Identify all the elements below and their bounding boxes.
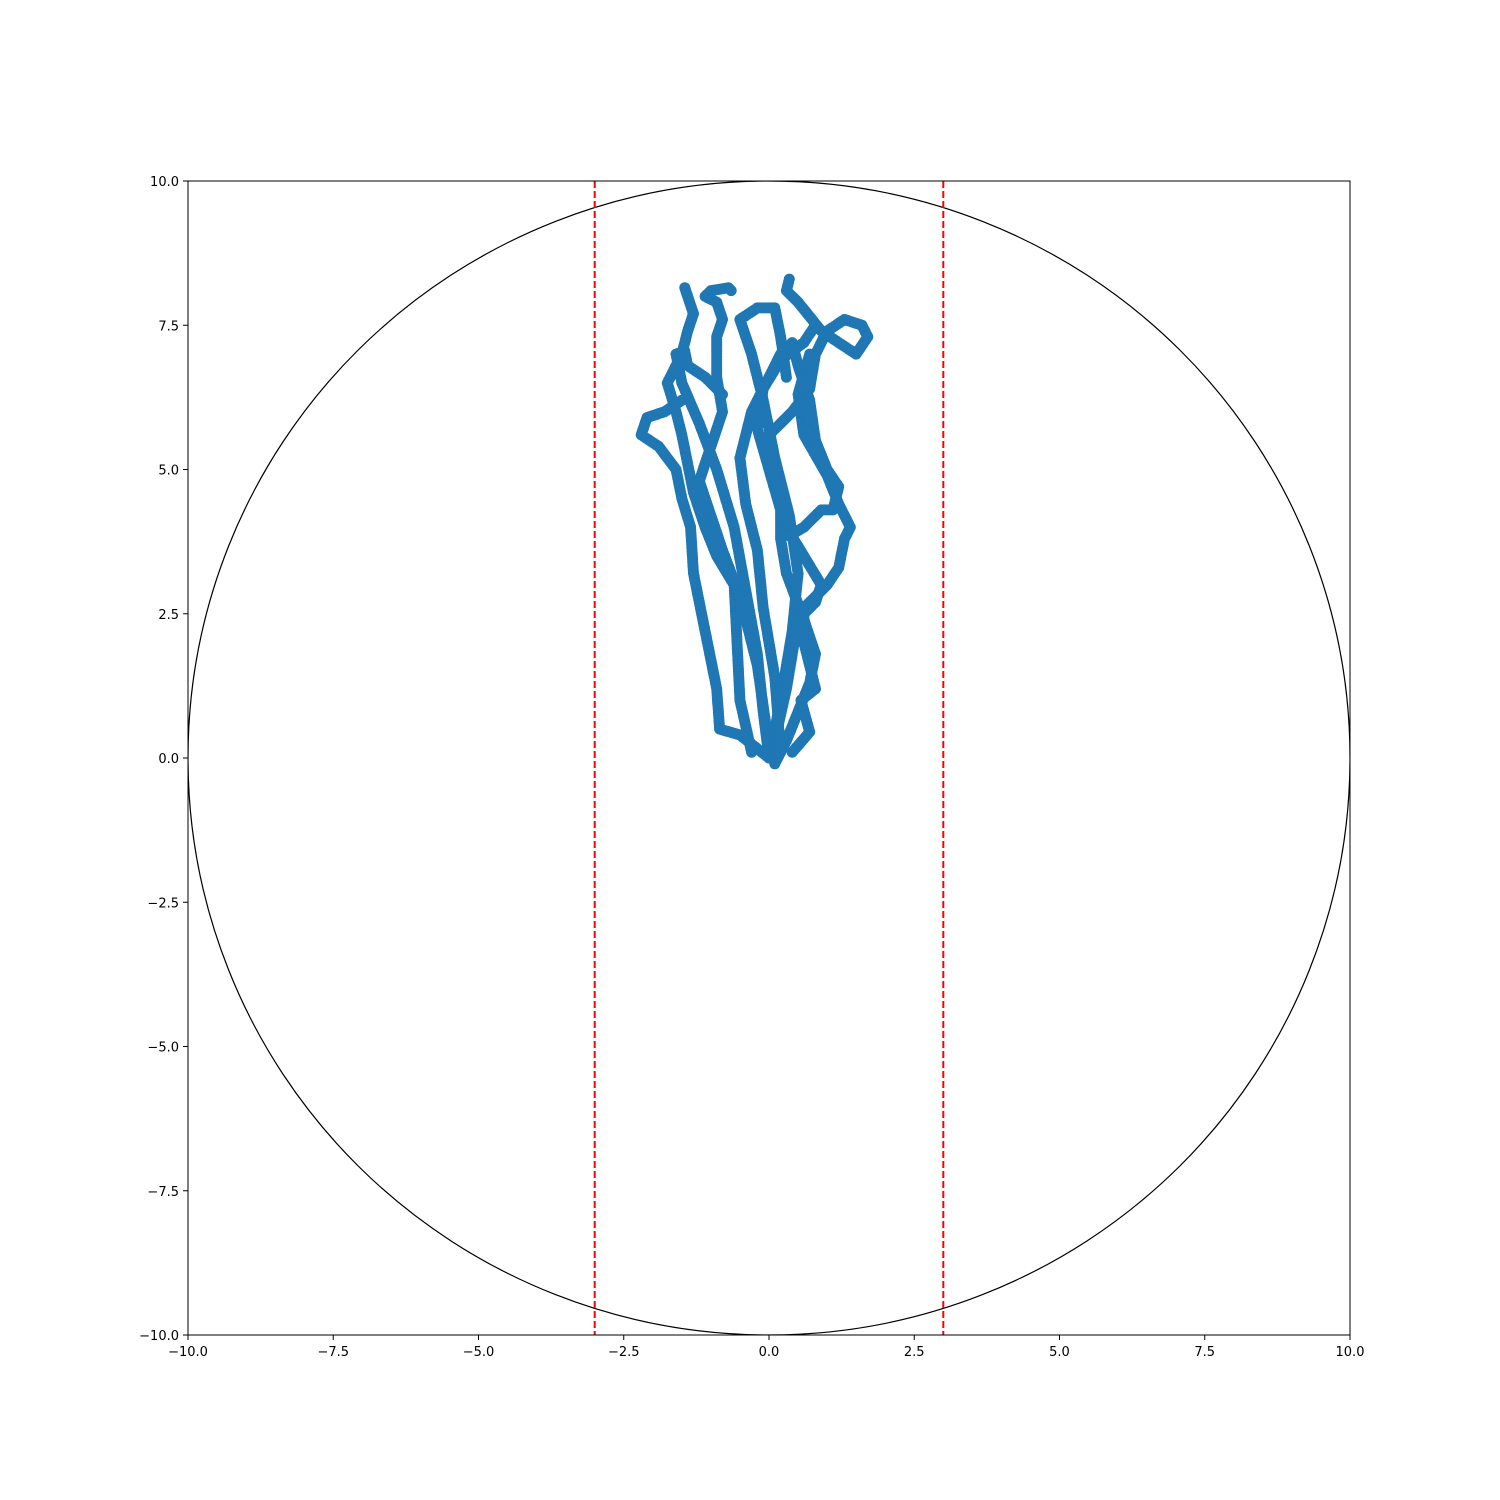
x-tick-label: −5.0 bbox=[463, 1345, 495, 1360]
x-tick-label: 2.5 bbox=[904, 1345, 925, 1360]
y-tick-label: 2.5 bbox=[158, 608, 179, 623]
y-tick-label: 10.0 bbox=[150, 175, 179, 190]
trajectory-point bbox=[780, 371, 792, 383]
trajectory-point bbox=[783, 530, 795, 542]
x-tick-label: 0.0 bbox=[759, 1345, 780, 1360]
x-tick-label: −7.5 bbox=[317, 1345, 349, 1360]
y-tick-label: 7.5 bbox=[158, 319, 179, 334]
x-tick-label: 10.0 bbox=[1336, 1345, 1365, 1360]
trajectory-point bbox=[679, 282, 691, 294]
y-tick-label: 5.0 bbox=[158, 464, 179, 479]
vertical-lines-layer bbox=[593, 181, 945, 1335]
x-axis-ticks: −10.0 −7.5 −5.0 −2.5 0.0 2.5 5.0 7.5 10.0 bbox=[168, 1335, 1364, 1360]
y-tick-label: 0.0 bbox=[158, 752, 179, 767]
y-axis-ticks: −10.0 −7.5 −5.0 −2.5 0.0 2.5 5.0 7.5 10.0 bbox=[139, 175, 188, 1344]
trajectory-points-layer bbox=[635, 273, 874, 770]
x-tick-label: 7.5 bbox=[1194, 1345, 1215, 1360]
y-tick-label: −10.0 bbox=[139, 1329, 179, 1344]
y-tick-label: −2.5 bbox=[147, 896, 179, 911]
x-tick-label: 5.0 bbox=[1049, 1345, 1070, 1360]
x-tick-label: −10.0 bbox=[168, 1345, 208, 1360]
x-tick-label: −2.5 bbox=[608, 1345, 640, 1360]
y-tick-label: −7.5 bbox=[147, 1185, 179, 1200]
y-tick-label: −5.0 bbox=[147, 1041, 179, 1056]
trajectory-point bbox=[725, 285, 737, 297]
trajectory-point bbox=[783, 273, 795, 285]
